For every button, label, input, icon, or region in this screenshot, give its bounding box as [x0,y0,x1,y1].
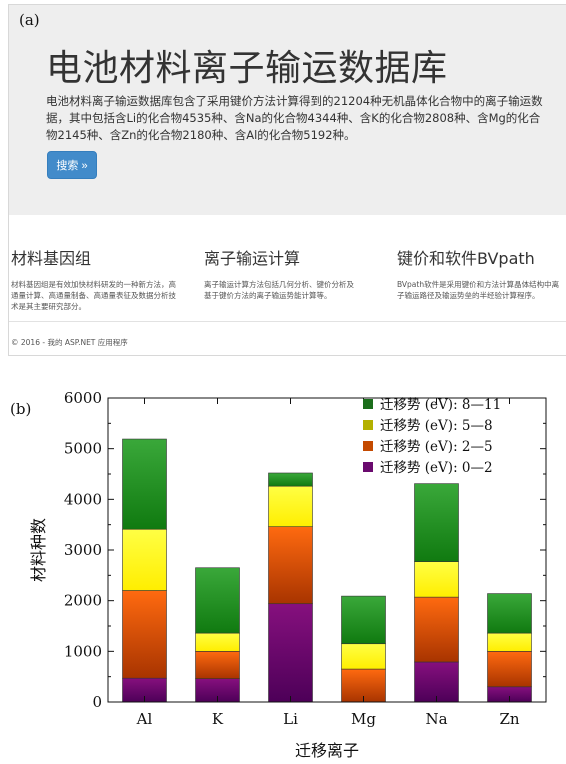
x-tick-label: Mg [351,710,376,728]
y-tick-label: 0 [92,693,102,711]
bar-na-series-3 [414,483,459,562]
feature-title[interactable]: 离子输运计算 [204,249,301,268]
bar-al-series-2 [122,528,167,591]
panel-a-tag: (a) [19,11,40,29]
bar-zn-series-3 [487,593,532,634]
bar-li-series-1 [268,526,313,605]
panel-b-tag: (b) [10,400,31,418]
bar-mg-series-3 [341,595,386,645]
feature-text: 材料基因组是有效加快材料研发的一种新方法，高通量计算、高通量制备、高通量表征及数… [11,280,176,311]
x-tick-label: Li [283,710,298,728]
bar-al-series-1 [122,590,167,679]
y-tick-label: 6000 [64,389,102,407]
legend-swatch [363,399,373,409]
search-button[interactable]: 搜索 » [47,151,97,179]
feature-ion-transport: 离子输运计算 离子输运计算方法包括几何分析、键价分析及基于键价方法的离子输运势能… [204,245,354,301]
legend-label: 迁移势 (eV): 8—11 [380,397,501,413]
x-tick-label: Na [425,710,447,728]
feature-text: 离子输运计算方法包括几何分析、键价分析及基于键价方法的离子输运势能计算等。 [204,280,354,300]
panel-a-screenshot: (a) 电池材料离子输运数据库 电池材料离子输运数据库包含了采用键价方法计算得到… [8,4,566,356]
feature-title[interactable]: 材料基因组 [11,249,92,268]
x-tick-label: K [212,710,224,728]
feature-bvpath: 键价和软件BVpath BVpath软件是采用键价和方法计算晶体结构中离子输运路… [397,245,565,301]
legend: 迁移势 (eV): 8—11 迁移势 (eV): 5—8 迁移势 (eV): 2—5… [363,397,501,476]
bar-k-series-2 [195,632,240,652]
axes-layer: 0 1000 2000 3000 4000 5000 6000 Al K Li Mg Na Zn [64,389,546,728]
feature-text: BVpath软件是采用键价和方法计算晶体结构中离子输运路径及输运势垒的半经验计算… [397,280,560,300]
y-axis-label: 材料种数 [29,518,48,582]
panel-b-chart: (b) 0 1000 2000 3000 4000 5000 6000 Al K Li Mg Na Zn… [0,380,566,760]
feature-title[interactable]: 键价和软件BVpath [397,249,535,268]
footer-divider [9,321,566,322]
bar-k-series-3 [195,567,240,634]
legend-swatch [363,462,373,472]
legend-label: 迁移势 (eV): 2—5 [380,439,493,455]
bar-zn-series-2 [487,632,532,652]
bar-na-series-2 [414,561,459,598]
y-tick-label: 3000 [64,541,102,559]
jumbotron [9,5,566,215]
bar-al-series-3 [122,438,167,530]
y-tick-label: 1000 [64,642,102,660]
bar-na-series-0 [414,661,459,703]
feature-materials-genome: 材料基因组 材料基因组是有效加快材料研发的一种新方法，高通量计算、高通量制备、高… [11,245,181,312]
x-tick-label: Zn [499,710,519,728]
y-tick-label: 5000 [64,440,102,458]
bar-li-series-3 [268,472,313,487]
y-tick-label: 2000 [64,592,102,610]
bar-zn-series-1 [487,651,532,688]
bar-li-series-0 [268,603,313,703]
bar-li-series-2 [268,485,313,527]
legend-swatch [363,420,373,430]
x-axis-label: 迁移离子 [295,741,359,760]
legend-swatch [363,441,373,451]
site-description: 电池材料离子输运数据库包含了采用键价方法计算得到的21204种无机晶体化合物中的… [46,94,543,142]
x-tick-label: Al [136,710,153,728]
legend-label: 迁移势 (eV): 5—8 [380,418,493,434]
bars-layer [122,438,532,703]
bar-k-series-1 [195,651,240,679]
footer-copyright: © 2016 - 我的 ASP.NET 应用程序 [11,338,128,347]
y-tick-label: 4000 [64,490,102,508]
bar-na-series-1 [414,596,459,663]
bar-mg-series-2 [341,643,386,670]
site-title: 电池材料离子输运数据库 [46,48,448,89]
legend-label: 迁移势 (eV): 0—2 [380,460,493,476]
stacked-bar-chart: (b) 0 1000 2000 3000 4000 5000 6000 Al K Li Mg Na Zn… [10,389,547,760]
